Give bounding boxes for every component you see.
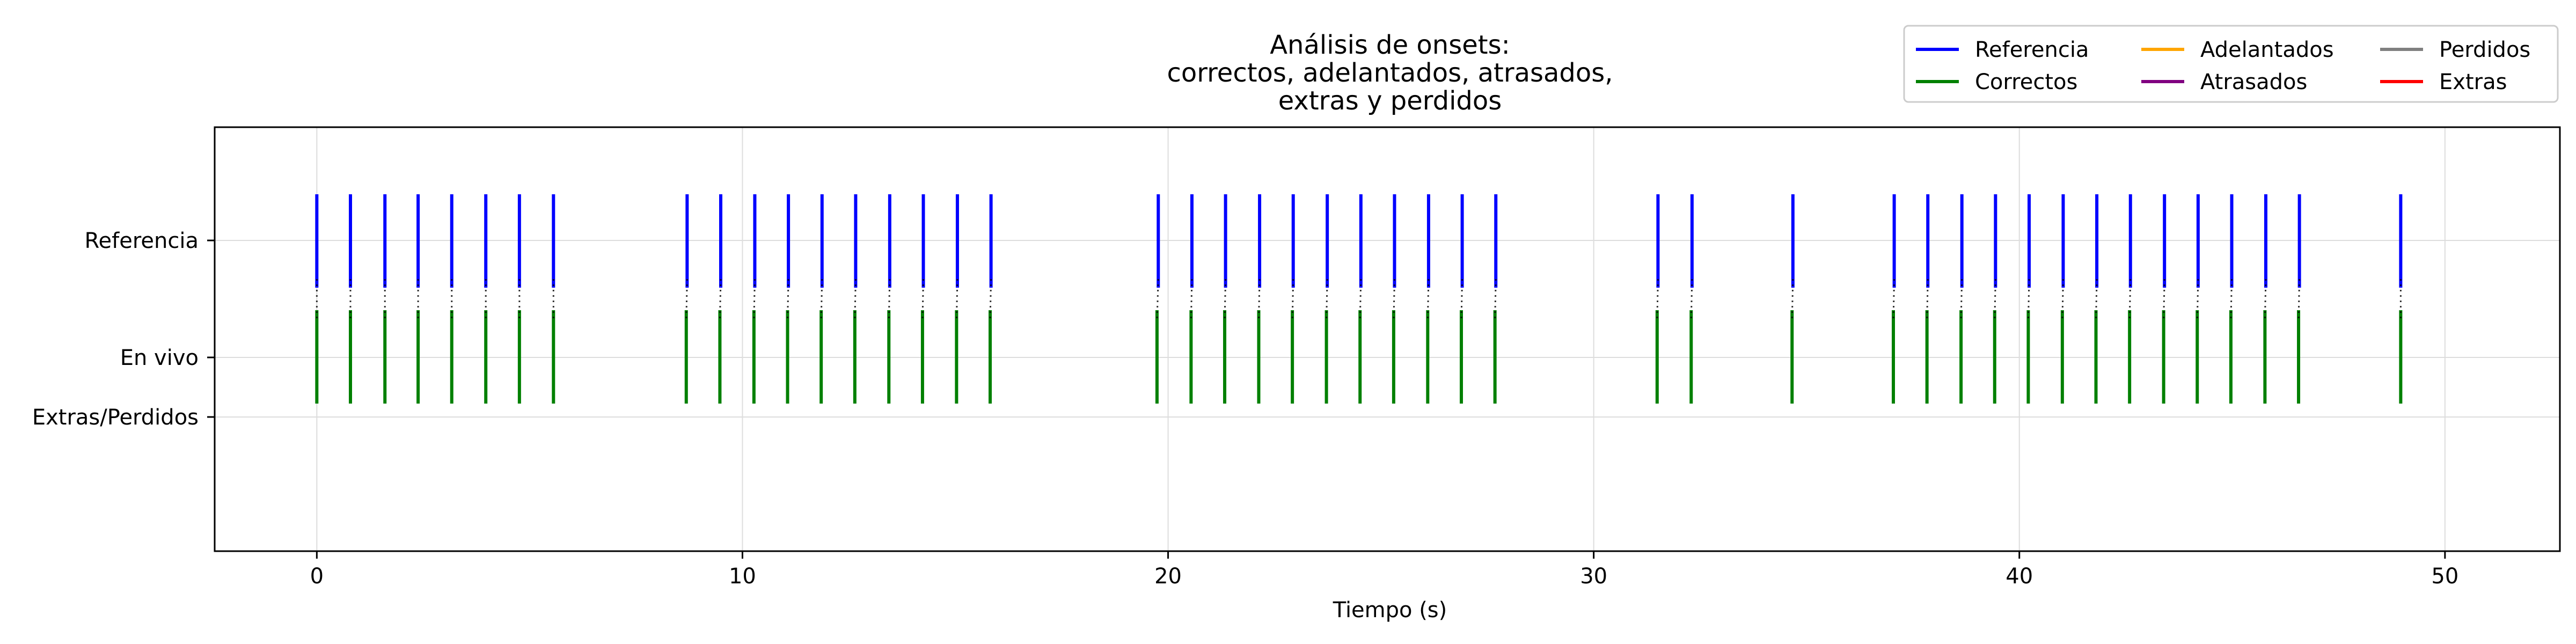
onset-match-connector xyxy=(1291,279,1294,320)
y-tick-label: Referencia xyxy=(85,229,199,253)
onset-match-connector xyxy=(1156,279,1159,320)
onset-match-connector xyxy=(989,279,992,320)
x-tick-label: 30 xyxy=(1580,564,1607,589)
legend-label-extras: Extras xyxy=(2439,70,2507,94)
onset-match-connector xyxy=(2297,279,2301,320)
onset-match-connector xyxy=(888,279,891,320)
onset-match-connector xyxy=(2027,279,2030,320)
x-tick-label: 20 xyxy=(1154,564,1182,589)
chart-title-line-1: Análisis de onsets: xyxy=(1270,30,1510,60)
onset-match-connector xyxy=(1892,279,1896,320)
onset-match-connector xyxy=(1426,279,1430,320)
onset-match-connector xyxy=(1791,279,1794,320)
onset-match-connector xyxy=(1690,279,1693,320)
onset-match-connector xyxy=(1190,279,1193,320)
onset-match-connector xyxy=(2163,279,2165,320)
onset-marks xyxy=(315,194,2403,404)
onset-match-connector xyxy=(753,279,756,320)
onset-match-connector xyxy=(1460,279,1463,320)
onset-match-connector xyxy=(1994,279,1996,320)
onset-match-connector xyxy=(1224,279,1227,320)
onset-match-connector xyxy=(955,279,958,320)
chart-title-line-2: correctos, adelantados, atrasados, xyxy=(1167,58,1613,88)
x-tick-label: 10 xyxy=(729,564,756,589)
onset-match-connector xyxy=(2061,279,2064,320)
x-tick-label: 40 xyxy=(2006,564,2033,589)
onset-match-connector xyxy=(1257,279,1261,320)
plot-area-frame xyxy=(214,126,2561,552)
onset-match-connector xyxy=(1926,279,1929,320)
legend-label-atrasados: Atrasados xyxy=(2200,70,2307,94)
x-axis-label: Tiempo (s) xyxy=(1333,598,1447,623)
onset-match-connector xyxy=(921,279,925,320)
legend: Referencia Correctos Adelantados Atrasados P… xyxy=(1903,25,2559,103)
legend-label-perdidos: Perdidos xyxy=(2439,38,2530,62)
y-tick-label: Extras/Perdidos xyxy=(32,405,199,430)
onset-match-connector xyxy=(685,279,688,320)
grid xyxy=(215,127,2560,551)
onset-match-connector xyxy=(854,279,857,320)
onset-match-connector xyxy=(2095,279,2098,320)
legend-label-correctos: Correctos xyxy=(1975,70,2077,94)
legend-label-referencia: Referencia xyxy=(1975,38,2089,62)
onset-match-connector xyxy=(1494,279,1497,320)
onset-match-connector xyxy=(820,279,823,320)
x-tick-label: 0 xyxy=(310,564,324,589)
onset-match-connector xyxy=(1960,279,1963,320)
onset-match-connector xyxy=(2230,279,2233,320)
onset-match-connector xyxy=(1326,279,1328,320)
y-tick-label: En vivo xyxy=(120,346,199,370)
onset-match-connector xyxy=(719,279,722,320)
x-tick-label: 50 xyxy=(2431,564,2458,589)
onset-match-connector xyxy=(2264,279,2267,320)
onset-match-connector xyxy=(787,279,789,320)
onset-match-connector xyxy=(2196,279,2199,320)
onset-match-connector xyxy=(2128,279,2132,320)
onset-match-connector xyxy=(1656,279,1659,320)
onset-match-connector xyxy=(1359,279,1362,320)
chart-title: Análisis de onsets: correctos, adelantad… xyxy=(1167,30,1613,116)
legend-label-adelantados: Adelantados xyxy=(2200,38,2334,62)
chart-title-line-3: extras y perdidos xyxy=(1278,86,1502,116)
axes: 0 10 20 30 40 50 Referencia En vivo Extras/Perdi… xyxy=(32,229,2458,589)
onset-match-connector xyxy=(1393,279,1395,320)
